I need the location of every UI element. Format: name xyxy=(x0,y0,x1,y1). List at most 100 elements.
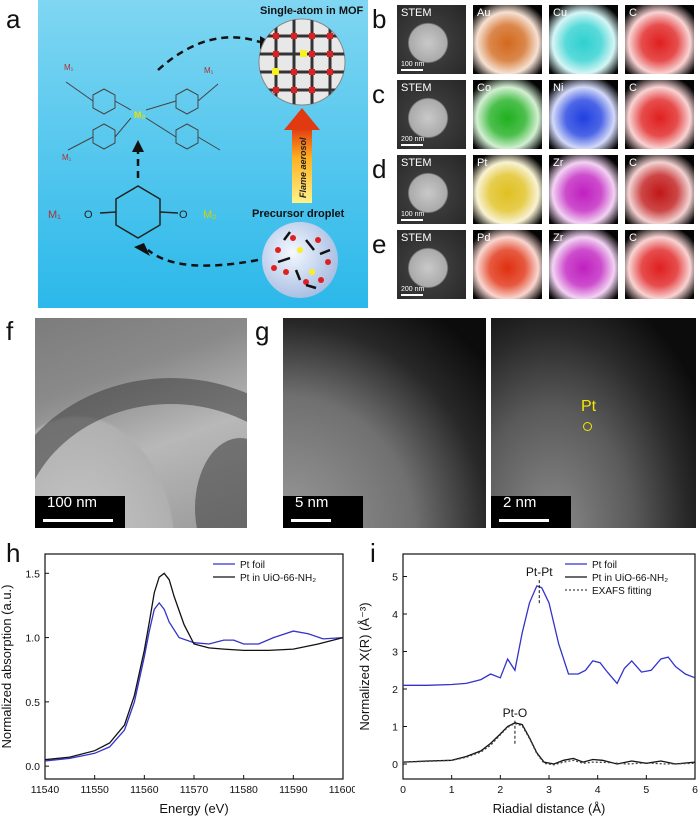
panel-label-f: f xyxy=(6,316,14,346)
map-tile-label: Pt xyxy=(477,157,488,169)
chart-i-y-tick-label: 4 xyxy=(392,609,398,621)
precursor-droplet-icon xyxy=(262,222,338,298)
scale-label-g2: 2 nm xyxy=(503,494,537,511)
panel-label-g: g xyxy=(255,316,270,346)
map-tile-d-c: C xyxy=(625,155,694,224)
map-tile-c-c: C xyxy=(625,80,694,149)
tem-image-f: 100 nm xyxy=(35,318,247,528)
o-label-right: O xyxy=(179,209,188,221)
panel-label-e: e xyxy=(372,229,387,259)
chart-h-legend-label: Pt foil xyxy=(240,560,265,571)
chart-h-x-tick-label: 11550 xyxy=(80,784,109,796)
panel-label-c: c xyxy=(372,79,385,109)
chart-i-exafs: 0 1 2 3 4 5 6 0 1 2 3 4 5 Riadial distance (Å) Normali… xyxy=(357,553,698,816)
chart-h-series-line-1 xyxy=(44,572,344,761)
chart-i-annotation-label: Pt-O xyxy=(503,706,528,720)
scale-label-g1: 5 nm xyxy=(295,494,329,511)
chart-h-y-tick-label: 1.5 xyxy=(25,568,40,580)
map-tile-b-au: Au xyxy=(473,5,542,74)
map-tile-c-ni: Ni xyxy=(549,80,618,149)
chart-i-x-axis-label: Riadial distance (Å) xyxy=(493,801,606,816)
haadf-image-g2: Pt 2 nm xyxy=(491,318,696,528)
map-tile-label: C xyxy=(629,232,637,244)
chart-h-x-tick-label: 11600 xyxy=(329,784,355,796)
map-tile-b-stem: STEM 100 nm xyxy=(397,5,466,74)
map-tile-label: Zr xyxy=(553,232,564,244)
map-scale-label: 200 nm xyxy=(401,286,425,293)
map-tile-d-stem: STEM 100 nm xyxy=(397,155,466,224)
chart-i-y-tick-label: 3 xyxy=(392,647,398,659)
pt-atom-marker xyxy=(583,422,592,431)
precursor-molecule xyxy=(99,185,179,239)
precursor-title: Precursor droplet xyxy=(252,208,345,220)
chart-i-series-line-0 xyxy=(403,585,696,686)
panel-label-d: d xyxy=(372,154,387,184)
map-tile-d-pt: Pt xyxy=(473,155,542,224)
chart-h-series-line-0 xyxy=(44,601,344,762)
chart-i-legend-label: EXAFS fitting xyxy=(592,586,651,597)
chart-i-y-axis-label: Normalized X(R) (Å⁻³) xyxy=(357,602,372,730)
map-tile-label: STEM xyxy=(401,82,432,94)
map-tile-e-pd: Pd xyxy=(473,230,542,299)
flame-label: Flame aerosol xyxy=(298,137,308,198)
chart-h-y-tick-label: 1.0 xyxy=(25,633,40,645)
map-tile-label: Co xyxy=(477,82,492,94)
schematic-svg: M₂ M₁ M₁ M₁ M₁ O O M₂ Single-atom in MOF xyxy=(38,0,368,308)
m1-label: M₁ xyxy=(48,209,61,221)
chart-h-y-tick-label: 0.5 xyxy=(25,697,40,709)
chart-h-plot-frame xyxy=(44,553,344,780)
map-tile-d-zr: Zr xyxy=(549,155,618,224)
map-tile-label: Cu xyxy=(553,7,568,19)
chart-i-annotation-label: Pt-Pt xyxy=(526,565,553,579)
flame-aerosol-arrow: Flame aerosol xyxy=(284,108,320,203)
map-tile-label: C xyxy=(629,82,637,94)
chart-i-x-tick-label: 3 xyxy=(546,784,552,796)
chart-i-x-tick-label: 5 xyxy=(643,784,649,796)
chart-h-x-tick-label: 11540 xyxy=(31,784,60,796)
arrow-to-mof xyxy=(157,36,261,71)
panel-label-a: a xyxy=(6,4,21,34)
arrow-from-droplet xyxy=(147,249,259,267)
panel-label-h: h xyxy=(6,538,21,568)
map-scale-label: 100 nm xyxy=(401,61,425,68)
chart-i-y-tick-label: 0 xyxy=(392,759,398,771)
svg-text:M₁: M₁ xyxy=(64,63,74,72)
chart-h-x-tick-label: 11590 xyxy=(279,784,308,796)
chart-h-y-tick-label: 0.0 xyxy=(25,761,40,773)
map-tile-b-cu: Cu xyxy=(549,5,618,74)
map-tile-label: Ni xyxy=(553,82,564,94)
chart-h-y-axis-label: Normalized absorption (a.u.) xyxy=(0,584,14,748)
svg-text:M₂: M₂ xyxy=(134,110,146,120)
map-tile-label: Pd xyxy=(477,232,491,244)
chart-i-legend-label: Pt foil xyxy=(592,560,617,571)
scale-bar-box-f xyxy=(35,496,125,528)
panel-label-i: i xyxy=(370,538,376,568)
chart-h-x-tick-label: 11570 xyxy=(180,784,209,796)
map-tile-label: STEM xyxy=(401,232,432,244)
map-tile-label: STEM xyxy=(401,157,432,169)
map-tile-label: Au xyxy=(477,7,491,19)
svg-text:M₁: M₁ xyxy=(204,66,214,75)
chart-h-x-tick-label: 11560 xyxy=(130,784,159,796)
haadf-image-g1: 5 nm xyxy=(283,318,486,528)
mof-lattice-icon xyxy=(258,18,346,106)
scale-label-f: 100 nm xyxy=(47,494,98,511)
chart-i-y-tick-label: 2 xyxy=(392,684,398,696)
chart-i-x-tick-label: 0 xyxy=(400,784,406,796)
map-tile-label: C xyxy=(629,7,637,19)
svg-text:M₁: M₁ xyxy=(62,153,72,162)
m2-label: M₂ xyxy=(203,209,216,221)
chart-h-x-tick-label: 11580 xyxy=(229,784,258,796)
chart-i-series-line-2 xyxy=(402,722,696,766)
map-tile-b-c: C xyxy=(625,5,694,74)
map-tile-e-stem: STEM 200 nm xyxy=(397,230,466,299)
schematic-panel: M₂ M₁ M₁ M₁ M₁ O O M₂ Single-atom in MOF xyxy=(38,0,368,308)
map-tile-c-stem: STEM 200 nm xyxy=(397,80,466,149)
panel-label-b: b xyxy=(372,4,387,34)
chart-h-x-axis-label: Energy (eV) xyxy=(159,801,228,816)
o-label-left: O xyxy=(84,209,93,221)
map-tile-label: Zr xyxy=(553,157,564,169)
chart-i-series-line-1 xyxy=(402,722,696,765)
map-tile-e-zr: Zr xyxy=(549,230,618,299)
chart-i-legend-label: Pt in UiO-66-NH₂ xyxy=(592,573,668,584)
